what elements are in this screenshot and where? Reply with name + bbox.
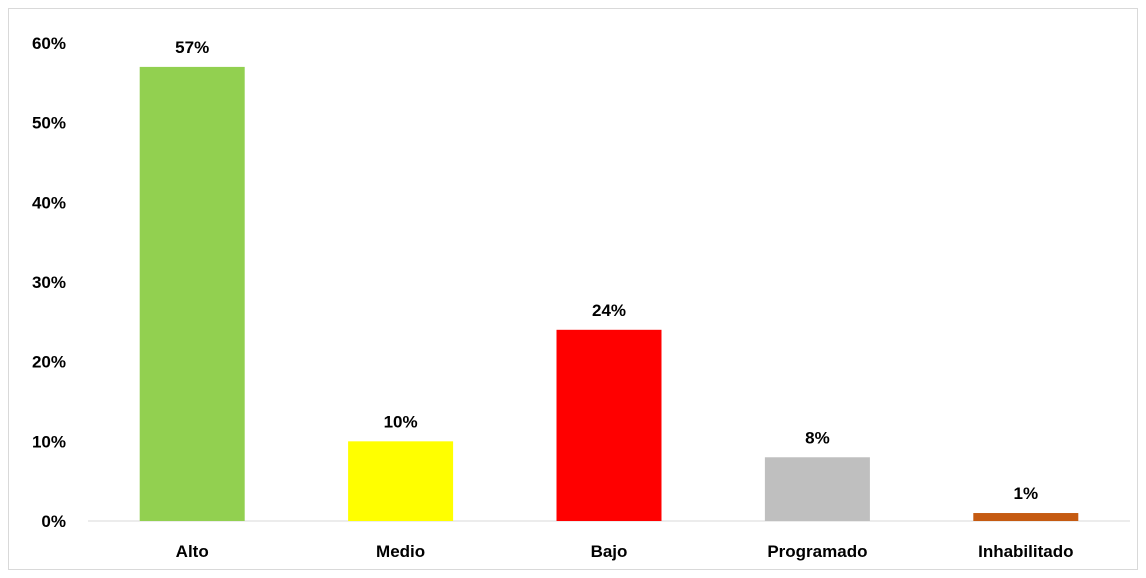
bar-inhabilitado xyxy=(973,513,1079,521)
y-tick-label: 60% xyxy=(32,34,66,53)
bar-alto xyxy=(139,66,245,522)
category-label: Programado xyxy=(767,542,867,561)
data-label: 57% xyxy=(175,38,209,57)
bar-bajo xyxy=(556,329,662,521)
bar-programado xyxy=(764,457,870,521)
y-tick-label: 0% xyxy=(41,512,66,531)
y-tick-label: 10% xyxy=(32,432,66,451)
data-label: 1% xyxy=(1014,484,1039,503)
y-tick-label: 50% xyxy=(32,114,66,133)
category-label: Inhabilitado xyxy=(978,542,1073,561)
data-label: 10% xyxy=(384,412,418,431)
y-tick-label: 40% xyxy=(32,193,66,212)
y-tick-label: 30% xyxy=(32,273,66,292)
bar-medio xyxy=(348,441,454,521)
category-label: Alto xyxy=(176,542,209,561)
y-tick-label: 20% xyxy=(32,353,66,372)
data-label: 24% xyxy=(592,301,626,320)
category-label: Bajo xyxy=(591,542,628,561)
category-label: Medio xyxy=(376,542,425,561)
data-label: 8% xyxy=(805,428,830,447)
